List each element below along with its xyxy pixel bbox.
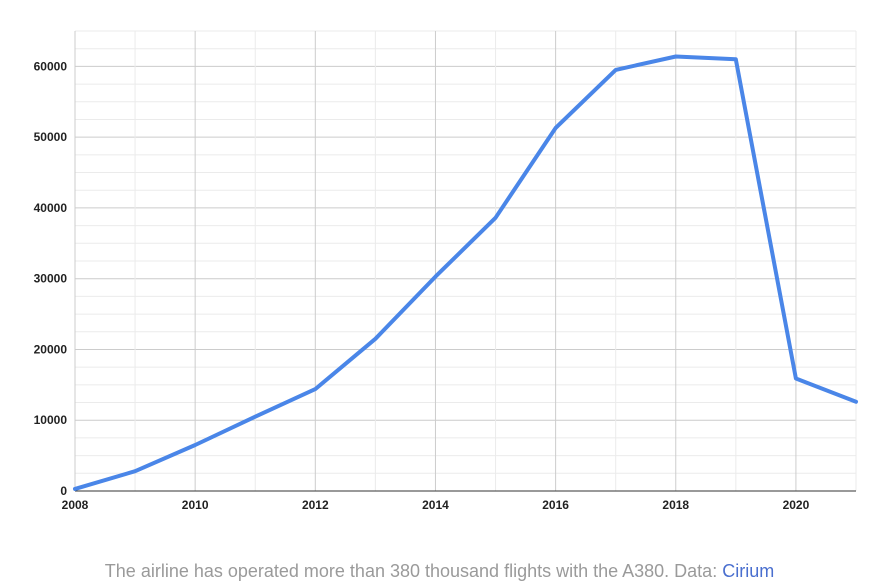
x-tick-label: 2008 — [62, 498, 89, 512]
chart-caption: The airline has operated more than 380 t… — [0, 559, 879, 583]
y-tick-labels: 0 10000 20000 30000 40000 50000 60000 — [34, 59, 68, 498]
x-tick-label: 2016 — [542, 498, 569, 512]
y-tick-label: 30000 — [34, 272, 68, 286]
x-tick-label: 2014 — [422, 498, 449, 512]
source-link[interactable]: Cirium — [722, 561, 775, 581]
grid-lines — [74, 30, 857, 491]
x-tick-label: 2010 — [182, 498, 209, 512]
y-tick-label: 20000 — [34, 342, 68, 356]
x-tick-label: 2012 — [302, 498, 329, 512]
caption-text: The airline has operated more than 380 t… — [104, 561, 723, 581]
x-tick-label: 2020 — [783, 498, 810, 512]
y-tick-label: 10000 — [34, 413, 68, 427]
series-line — [73, 54, 858, 491]
line-chart: 2008 2010 2012 2014 2016 2018 2020 0 10000 20000… — [34, 30, 858, 512]
y-tick-label: 0 — [60, 484, 67, 498]
x-tick-labels: 2008 2010 2012 2014 2016 2018 2020 — [62, 498, 810, 512]
y-tick-label: 40000 — [34, 201, 68, 215]
x-tick-label: 2018 — [662, 498, 689, 512]
series-lines — [73, 54, 858, 491]
y-tick-label: 50000 — [34, 130, 68, 144]
y-tick-label: 60000 — [34, 59, 68, 73]
